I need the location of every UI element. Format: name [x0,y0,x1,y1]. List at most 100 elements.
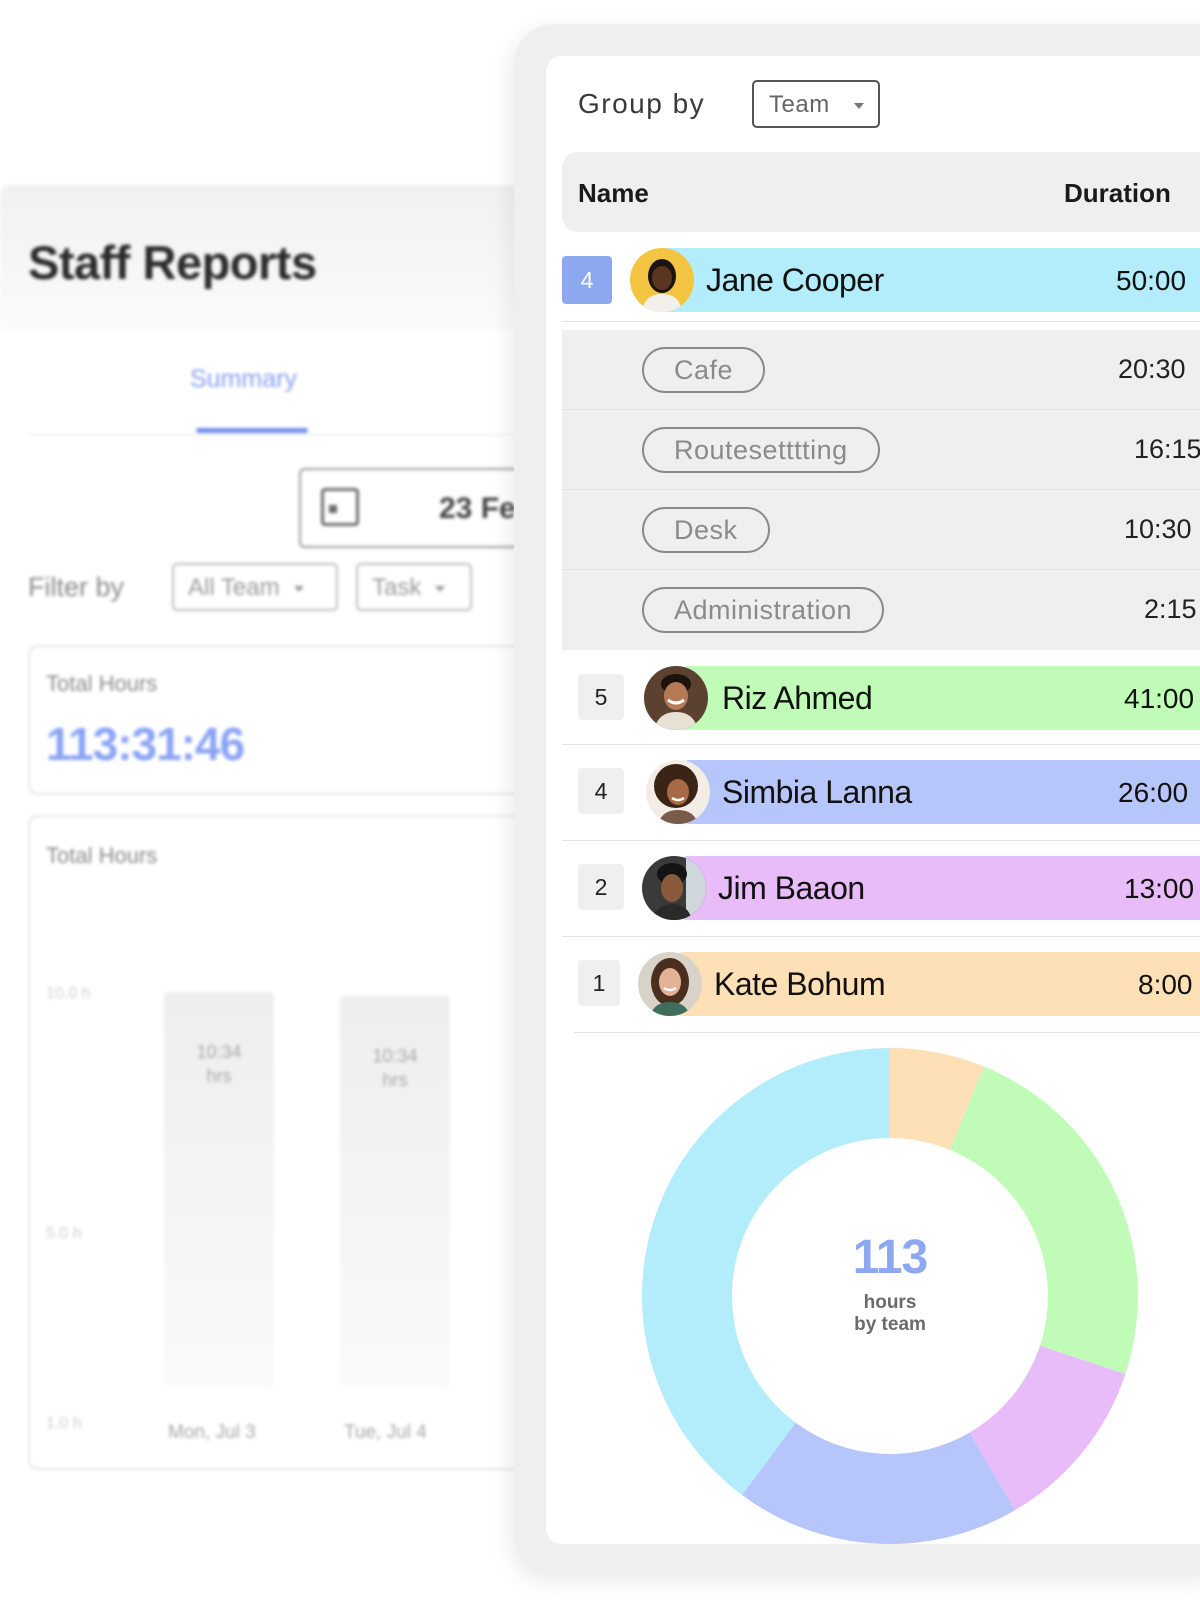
tab-active-indicator [196,428,308,433]
y-tick: 5.0 h [46,1225,82,1242]
member-duration: 41:00 [1124,683,1195,714]
member-color-bar [638,248,1200,312]
hours-bar[interactable] [164,992,274,1387]
member-name: Kate Bohum [714,966,886,1002]
member-color-bar [658,856,1200,920]
rank-badge: 1 [578,960,620,1006]
team-filter-select[interactable]: All Team [172,563,338,611]
task-filter-select[interactable]: Task [356,563,472,611]
member-duration: 8:00 [1138,969,1193,1000]
avatar-photo-icon [630,248,694,312]
member-name: Jane Cooper [706,262,884,298]
member-color-bar [658,666,1200,730]
staff-reports-header: Staff Reports [0,185,560,330]
member-duration: 50:00 [1116,265,1187,296]
team-report-panel: Group by Team Name Duration 4 Jane Coope… [546,56,1200,1544]
task-duration: 10:30 [1124,514,1192,544]
table-row[interactable]: 4 Simbia Lanna 26:00 [562,760,1200,826]
y-tick: 1.0 h [46,1415,82,1432]
hours-by-team-chart: 113 hours by team [640,1046,1160,1544]
avatar-photo-icon [644,666,708,730]
table-row[interactable]: 4 Jane Cooper 50:00 [562,248,1200,314]
tab-divider [28,434,560,435]
donut-slice-kate-bohum[interactable] [890,1048,985,1150]
date-picker[interactable]: 23 Fe [299,468,569,548]
y-tick: 10.0 h [46,985,91,1002]
bar-value: 10:34 [372,1046,418,1066]
avatar [646,760,710,824]
rank-badge: 2 [578,864,624,910]
bar-value-label: 10:34 hrs [164,1040,274,1088]
total-hours-value: 113:31:46 [46,718,245,770]
avatar-photo-icon [642,856,706,920]
x-tick: Tue, Jul 4 [344,1422,427,1443]
staff-reports-panel: Staff Reports Summary 23 Fe Filter by Al… [0,185,569,1485]
avatar [644,666,708,730]
rank-badge: 5 [578,674,624,720]
row-divider [562,936,1200,937]
hours-bar[interactable] [340,996,450,1387]
donut-slice-jim-baaon[interactable] [969,1345,1126,1511]
table-row[interactable]: 5 Riz Ahmed 41:00 [562,664,1200,730]
task-duration: 2:15 [1144,594,1197,624]
member-color-bar [654,952,1200,1016]
avatar [630,248,694,312]
list-item[interactable]: Cafe 20:30 [562,330,1200,410]
group-by-value: Team [769,91,830,118]
bar-value: 10:34 [196,1042,242,1062]
task-tag: Routesetttting [642,427,880,473]
task-filter-value: Task [372,574,422,601]
donut-caption-line2: by team [854,1314,926,1335]
donut-caption-line1: hours [863,1292,917,1313]
task-tag: Administration [642,587,885,633]
task-tag: Desk [642,507,770,553]
member-name: Jim Baaon [718,870,865,906]
table-header: Name Duration [562,152,1200,232]
task-duration: 20:30 [1118,354,1186,384]
calendar-icon [321,488,359,526]
donut-chart [642,1048,1138,1544]
chevron-down-icon [435,585,446,592]
donut-slice-riz-ahmed[interactable] [949,1066,1138,1374]
avatar [638,952,702,1016]
task-tag: Cafe [642,347,766,393]
rank-badge: 4 [562,256,612,304]
member-duration: 13:00 [1124,873,1195,904]
total-hours-card: Total Hours 113:31:46 [28,645,568,795]
filter-label: Filter by [28,572,125,602]
chevron-down-icon [293,585,304,592]
hours-chart-label: Total Hours [46,843,158,868]
member-color-bar [660,760,1200,824]
list-item[interactable]: Administration 2:15 [562,570,1200,650]
tab-summary[interactable]: Summary [190,365,297,393]
list-item[interactable]: Desk 10:30 [562,490,1200,570]
bar-unit: hrs [382,1070,408,1090]
bar-value-label: 10:34 hrs [340,1044,450,1092]
list-item[interactable]: Routesetttting 16:15 [562,410,1200,490]
row-divider [562,840,1200,841]
donut-slice-jane-cooper[interactable] [642,1048,890,1496]
chevron-down-icon [854,103,864,109]
task-breakdown: Cafe 20:30 Routesetttting 16:15 Desk 10:… [562,330,1200,650]
date-picker-value: 23 Fe [439,492,516,525]
table-row[interactable]: 1 Kate Bohum 8:00 [562,952,1200,1018]
group-by-label: Group by [578,88,706,119]
rank-badge: 4 [578,768,624,814]
row-divider [562,321,1200,322]
x-tick: Mon, Jul 3 [168,1422,256,1443]
table-row[interactable]: 2 Jim Baaon 13:00 [562,856,1200,922]
donut-total: 113 [852,1231,928,1284]
avatar-photo-icon [646,760,710,824]
group-by-select[interactable]: Team [752,80,880,128]
bar-unit: hrs [206,1066,232,1086]
row-divider [574,1032,1200,1033]
avatar [642,856,706,920]
column-header-duration[interactable]: Duration [1064,178,1171,208]
avatar-photo-icon [638,952,702,1016]
member-name: Simbia Lanna [722,774,912,810]
hours-chart-card: Total Hours 10.0 h 5.0 h 1.0 h 10:34 hrs… [28,815,568,1470]
donut-slice-simbia-lanna[interactable] [742,1422,1015,1544]
column-header-name[interactable]: Name [578,178,649,208]
team-filter-value: All Team [188,574,280,601]
total-hours-label: Total Hours [46,671,158,696]
